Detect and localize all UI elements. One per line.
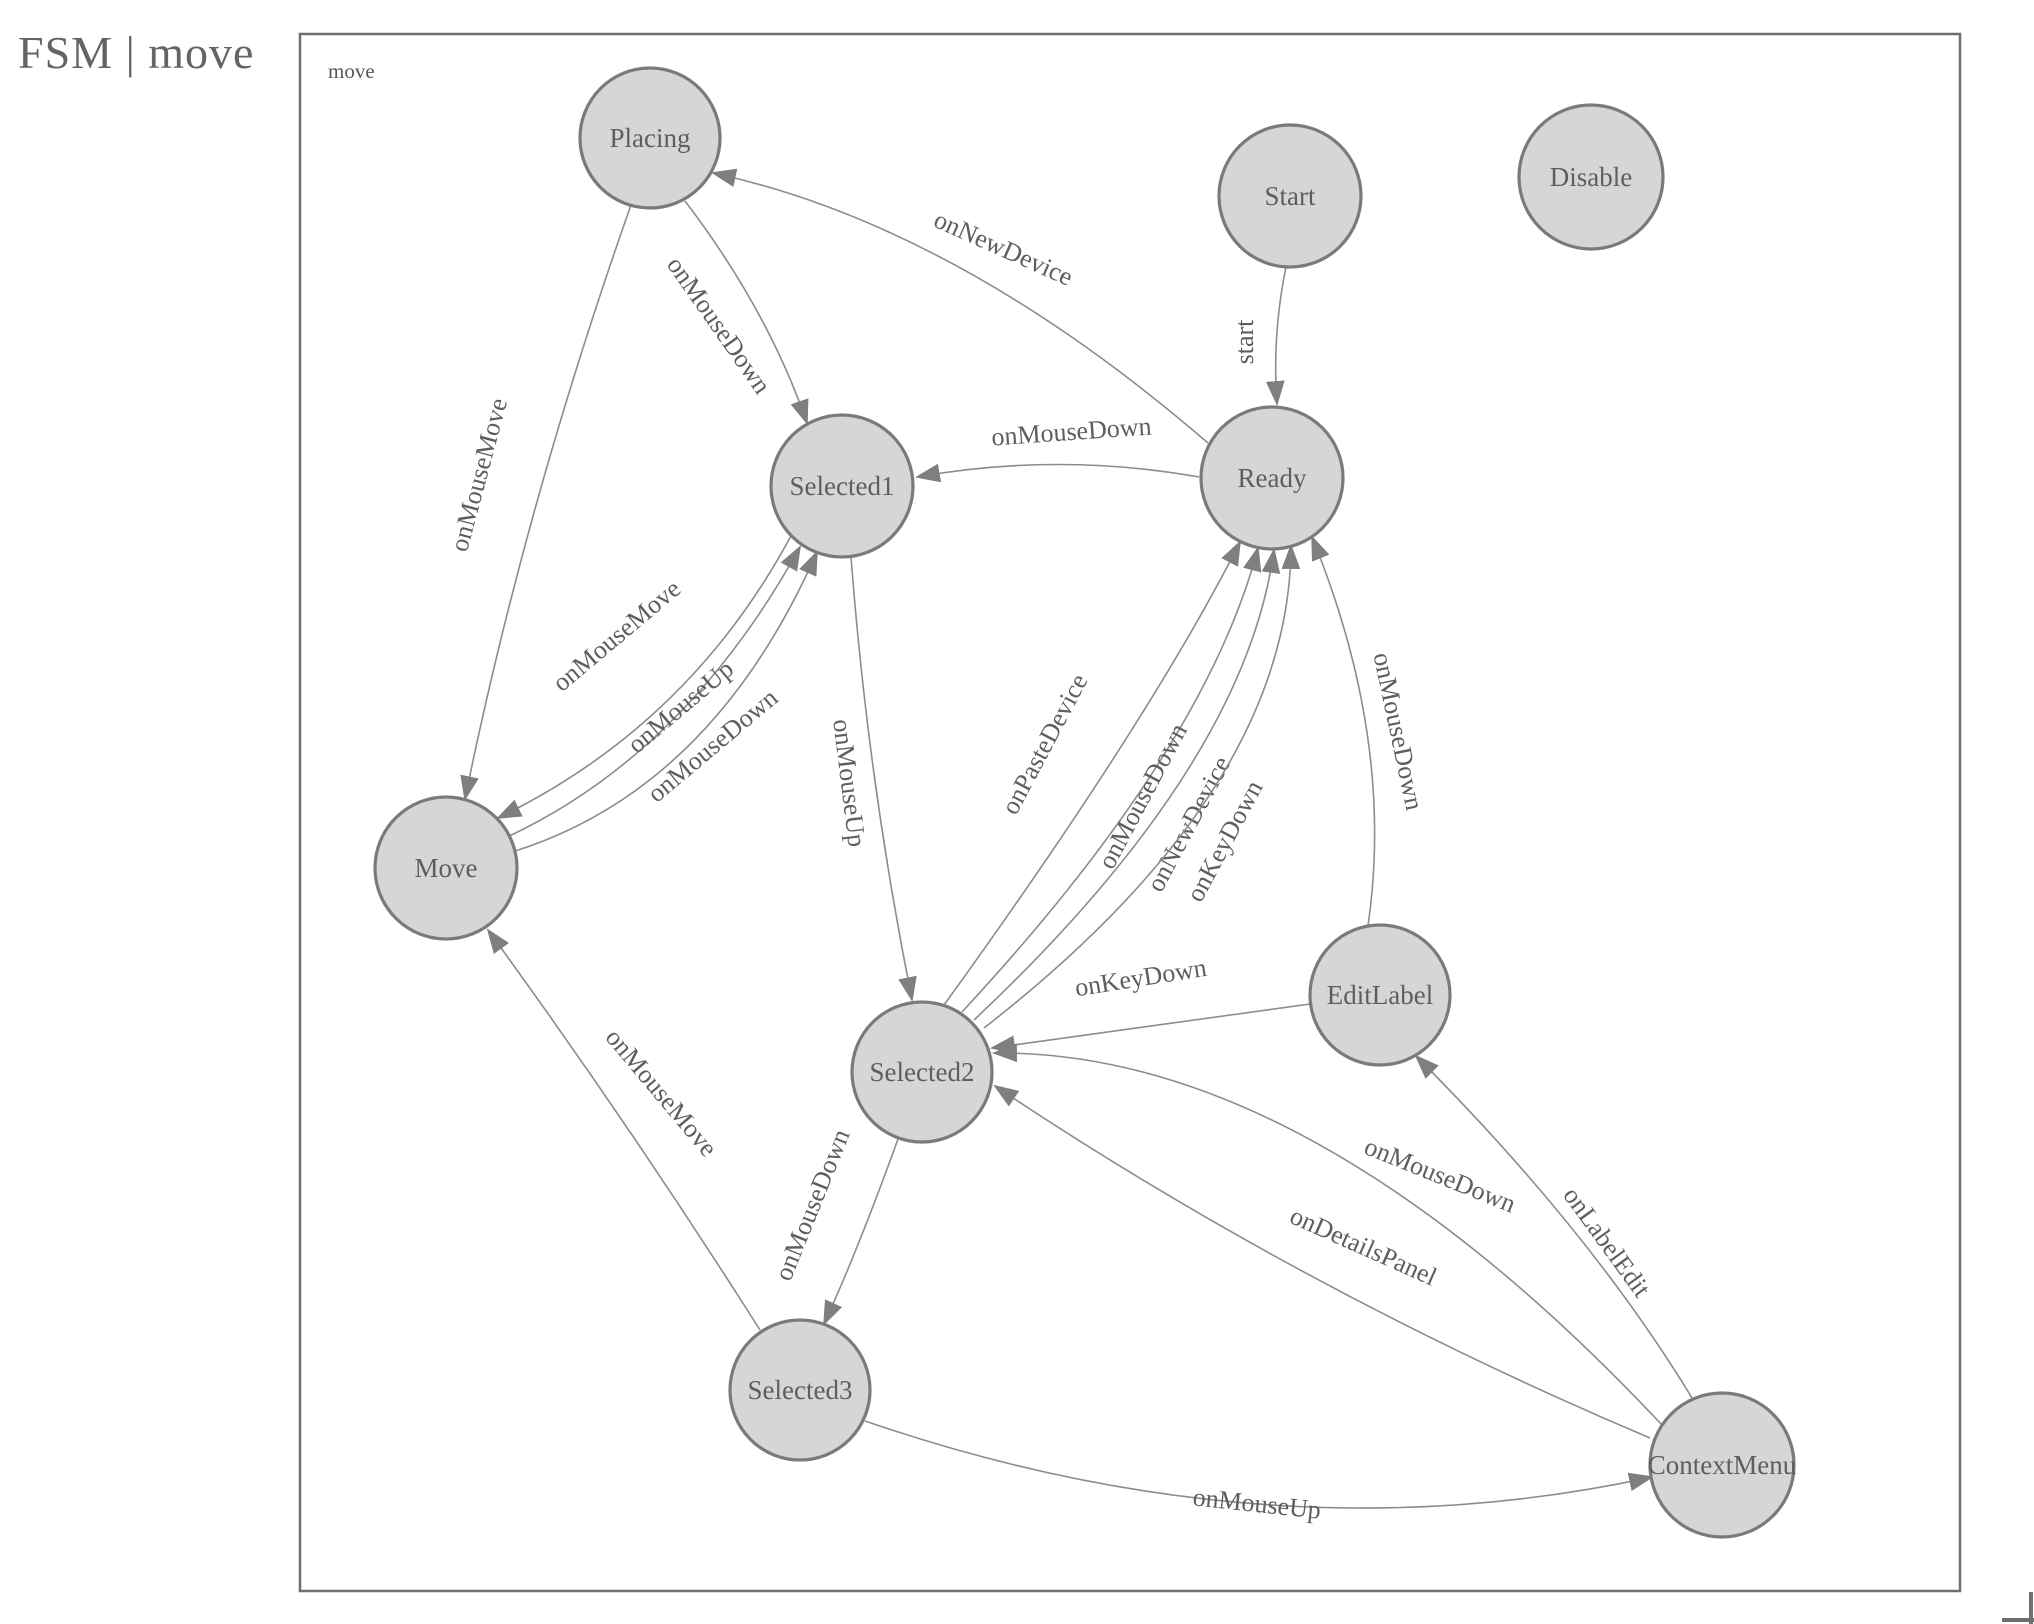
state-label: Disable — [1550, 162, 1632, 192]
transition-label: onDetailsPanel — [1286, 1201, 1442, 1292]
transition-edge — [864, 1420, 1655, 1509]
state-node-selected2: Selected2 — [850, 1000, 994, 1144]
diagram-frame — [298, 32, 1962, 1593]
transition-Selected2-to-Selected3: onMouseDown — [769, 1125, 899, 1326]
state-circle-contextmenu[interactable] — [1648, 1391, 1796, 1539]
canvas-mode-label: move — [328, 59, 375, 83]
state-node-ready: Ready — [1199, 405, 1345, 551]
state-circle-move[interactable] — [373, 795, 519, 941]
transition-Selected3-to-ContextMenu: onMouseUp — [864, 1420, 1655, 1525]
transition-label: onNewDevice — [930, 205, 1078, 292]
transitions-layer: onNewDevice onMouseDown onMouseMove start on… — [444, 168, 1693, 1525]
transition-label: onLabelEdit — [1557, 1181, 1656, 1303]
transition-label: onMouseMove — [444, 395, 513, 555]
state-label: Ready — [1238, 463, 1307, 493]
state-node-selected1: Selected1 — [769, 413, 915, 559]
state-node-disable: Disable — [1517, 103, 1665, 251]
state-node-placing: Placing — [578, 66, 722, 210]
transition-label: onKeyDown — [1073, 953, 1209, 1002]
state-circle-selected1[interactable] — [769, 413, 915, 559]
transition-label: onMouseDown — [1360, 1132, 1520, 1219]
transition-Selected3-to-Move: onMouseMove — [486, 928, 761, 1331]
states-layer: Placing Start Disable Selected1 Ready Move Edi… — [373, 66, 1797, 1539]
transition-label: onMouseMove — [600, 1023, 723, 1162]
state-label: Selected2 — [870, 1057, 975, 1087]
state-node-selected3: Selected3 — [728, 1318, 872, 1462]
transition-label: onMouseDown — [661, 251, 777, 399]
transition-edge — [823, 1138, 899, 1326]
transition-Ready-to-Selected1: onMouseDown — [914, 411, 1200, 483]
state-node-editlabel: EditLabel — [1308, 923, 1452, 1067]
state-label: EditLabel — [1327, 980, 1433, 1010]
state-label: Start — [1265, 181, 1316, 211]
state-circle-selected3[interactable] — [728, 1318, 872, 1462]
transition-edge — [1311, 535, 1376, 927]
state-node-contextmenu: ContextMenu — [1648, 1391, 1797, 1539]
corner-resize-grip — [2002, 1592, 2034, 1624]
transition-edge — [1265, 266, 1287, 407]
transition-Ready-to-Placing: onNewDevice — [710, 168, 1209, 444]
state-label: Selected1 — [790, 471, 895, 501]
transition-edge — [504, 545, 802, 839]
transition-edge — [496, 533, 793, 819]
state-node-start: Start — [1217, 123, 1363, 269]
transition-edge — [943, 540, 1241, 1006]
transition-label: onMouseDown — [990, 411, 1152, 451]
transition-edge — [993, 1084, 1651, 1439]
state-label: ContextMenu — [1648, 1450, 1797, 1480]
transition-ContextMenu-to-EditLabel: onLabelEdit — [1414, 1054, 1693, 1399]
state-circle-start[interactable] — [1217, 123, 1363, 269]
state-circle-disable[interactable] — [1517, 103, 1665, 251]
transition-edge — [511, 550, 818, 853]
transition-EditLabel-to-Selected2: onKeyDown — [989, 953, 1311, 1055]
transition-edge — [983, 543, 1301, 1029]
transition-label: onMouseDown — [769, 1125, 856, 1285]
transition-label: onMouseUp — [827, 717, 871, 848]
transition-edge — [914, 463, 1200, 483]
transition-Placing-to-Move: onMouseMove — [444, 204, 632, 802]
transition-edge — [991, 1043, 1663, 1426]
state-label: Placing — [610, 123, 691, 153]
transition-EditLabel-to-Ready: onMouseDown — [1311, 535, 1429, 927]
transition-Start-to-Ready: start — [1230, 266, 1287, 407]
state-label: Move — [415, 853, 478, 883]
transition-edge — [710, 168, 1209, 444]
transition-Placing-to-Selected1: onMouseDown — [661, 200, 809, 425]
transition-Selected1-to-Selected2: onMouseUp — [827, 556, 917, 1003]
transition-label: onMouseUp — [1191, 1482, 1322, 1524]
state-circle-editlabel[interactable] — [1308, 923, 1452, 1067]
transition-edge — [1414, 1054, 1693, 1399]
transition-edge — [684, 200, 809, 425]
transition-edge — [961, 545, 1262, 1013]
transition-ContextMenu-to-Selected2: onDetailsPanel — [993, 1084, 1651, 1439]
transition-label: onPasteDevice — [995, 669, 1093, 819]
state-circle-placing[interactable] — [578, 66, 722, 210]
transition-edge — [989, 1003, 1311, 1055]
transition-label: onMouseDown — [1367, 650, 1429, 813]
state-circle-ready[interactable] — [1199, 405, 1345, 551]
transition-edge — [973, 547, 1281, 1021]
transition-edge — [850, 556, 917, 1003]
transition-edge — [486, 928, 761, 1331]
state-node-move: Move — [373, 795, 519, 941]
state-label: Selected3 — [748, 1375, 853, 1405]
state-circle-selected2[interactable] — [850, 1000, 994, 1144]
transition-edge — [460, 204, 632, 802]
transition-label: start — [1230, 319, 1259, 365]
transition-label: onMouseMove — [547, 574, 686, 697]
page-title: FSM | move — [18, 27, 255, 78]
